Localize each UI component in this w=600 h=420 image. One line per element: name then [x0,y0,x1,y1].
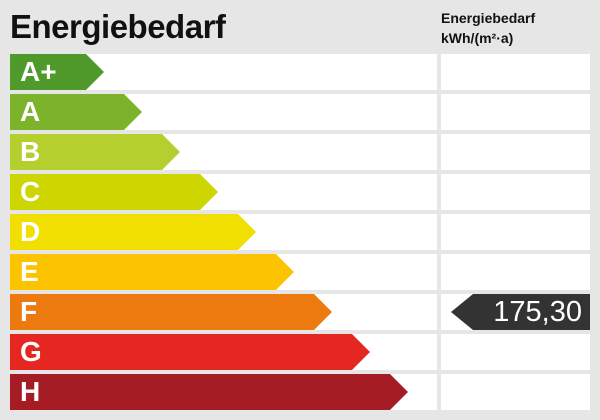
class-row-h: H [10,374,437,410]
class-row-b: B [10,134,437,170]
value-cell [441,334,590,370]
unit-label: Energiebedarf kWh/(m²·a) [441,8,535,48]
class-bar: H [10,374,408,410]
value-text: 175,30 [493,296,582,328]
class-row-e: E [10,254,437,290]
class-bar: E [10,254,294,290]
class-label: D [20,216,41,247]
class-bar: A [10,94,142,130]
class-label: A+ [20,56,57,87]
class-row-g: G [10,334,437,370]
value-cell [441,174,590,210]
class-bar: A+ [10,54,104,90]
class-label: B [20,136,41,167]
page-title: Energiebedarf [10,8,226,45]
class-bar: F [10,294,332,330]
class-bar: G [10,334,370,370]
value-cell [441,214,590,250]
value-indicator: 175,30 [451,294,590,330]
class-row-aplus: A+ [10,54,437,90]
value-cell [441,134,590,170]
unit-label-line1: Energiebedarf [441,10,536,26]
value-cell [441,374,590,410]
class-bar: C [10,174,218,210]
class-row-f: F [10,294,437,330]
class-label: C [20,176,41,207]
class-label: E [20,256,39,287]
unit-label-line2: kWh/(m²·a) [441,30,514,46]
class-label: H [20,376,41,407]
class-row-d: D [10,214,437,250]
value-cell [441,94,590,130]
class-bar: D [10,214,256,250]
class-label: G [20,336,42,367]
value-cell [441,54,590,90]
value-cell [441,254,590,290]
class-label: F [20,296,38,327]
class-row-a: A [10,94,437,130]
class-bar: B [10,134,180,170]
class-label: A [20,96,41,127]
class-row-c: C [10,174,437,210]
